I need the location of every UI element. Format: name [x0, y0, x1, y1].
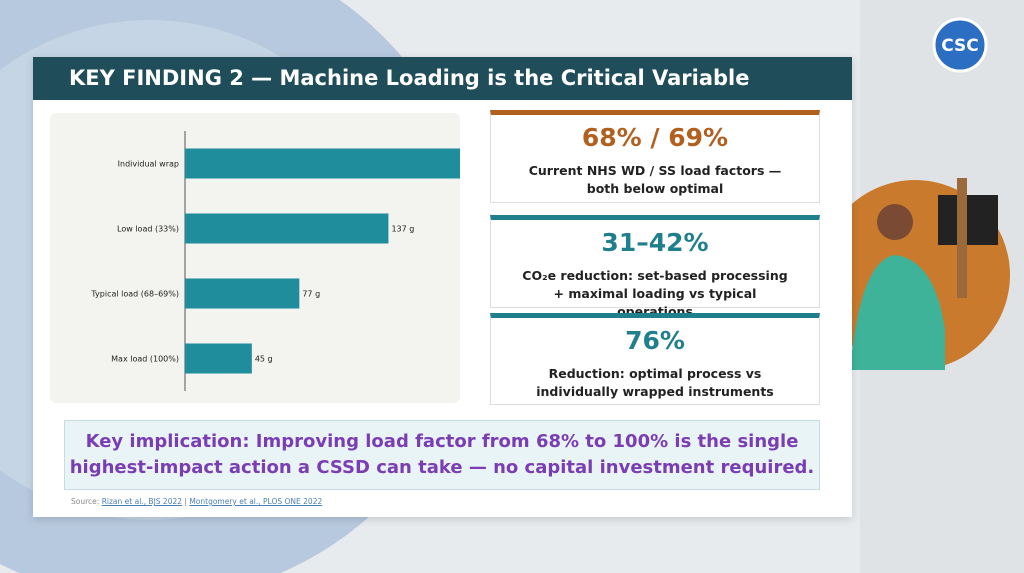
- y-tick-label: Individual wrap: [118, 160, 179, 169]
- data-label: 45 g: [255, 355, 273, 364]
- speaker: [850, 255, 945, 370]
- stat-description: Reduction: optimal process vs individual…: [536, 366, 774, 399]
- stat-card: 68% / 69% Current NHS WD / SS load factor…: [490, 110, 820, 203]
- source-label: Source:: [71, 497, 100, 506]
- slide: KEY FINDING 2 — Machine Loading is the C…: [33, 57, 852, 517]
- stat-description: Current NHS WD / SS load factors — both …: [528, 163, 782, 196]
- source-ref[interactable]: Montgomery et al., PLOS ONE 2022: [189, 497, 323, 506]
- bar: [185, 343, 252, 374]
- chart-panel: Individual wrap189 gLow load (33%)137 gT…: [50, 113, 492, 403]
- logo: [932, 17, 988, 73]
- pillar: [957, 178, 967, 298]
- stat-description: CO₂e reduction: set-based processing + m…: [522, 268, 788, 319]
- speaker-head: [877, 204, 913, 240]
- implication: Key implication: Improving load factor f…: [64, 420, 820, 490]
- logo-text: CSC: [941, 36, 979, 56]
- stat-value: 31–42%: [601, 228, 709, 257]
- stat-value: 68% / 69%: [581, 123, 729, 152]
- data-label: 137 g: [391, 225, 414, 234]
- y-tick-label: Low load (33%): [117, 225, 179, 234]
- data-label: 77 g: [302, 290, 320, 299]
- screen: [938, 195, 998, 245]
- stat-value: 76%: [625, 326, 685, 355]
- stat-card: 76% Reduction: optimal process vs individ…: [490, 313, 820, 405]
- source-ref[interactable]: Rizan et al., BJS 2022: [101, 497, 183, 506]
- bar: [185, 213, 389, 244]
- bar: [185, 148, 466, 179]
- chart: Individual wrap189 gLow load (33%)137 gT…: [90, 131, 492, 391]
- separator: |: [184, 497, 187, 506]
- stat-card: 31–42% CO₂e reduction: set-based processi…: [490, 215, 820, 319]
- bar: [185, 278, 300, 309]
- source: Source: Rizan et al., BJS 2022 | Montgom…: [71, 497, 322, 506]
- slide-title: KEY FINDING 2 — Machine Loading is the C…: [33, 57, 852, 100]
- y-tick-label: Typical load (68–69%): [90, 290, 179, 299]
- y-tick-label: Max load (100%): [111, 355, 179, 364]
